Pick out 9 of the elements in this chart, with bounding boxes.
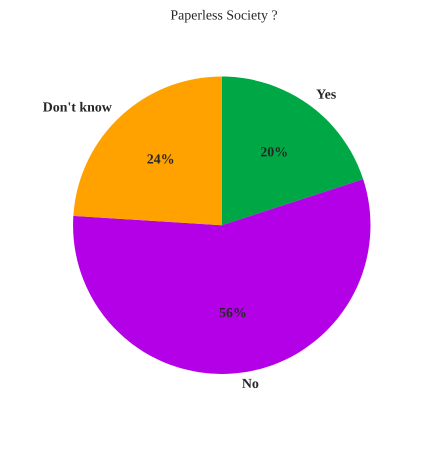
chart-title: Paperless Society ? <box>170 10 278 23</box>
pie-slice <box>222 76 364 226</box>
data-label: 56% <box>220 308 246 318</box>
pie-slice <box>73 179 370 374</box>
slice-label: Yes <box>316 90 336 99</box>
data-label: 20% <box>260 147 287 157</box>
slice-label: Don't know <box>42 102 112 112</box>
slice-label: No <box>242 378 258 388</box>
data-label: 24% <box>147 154 174 164</box>
